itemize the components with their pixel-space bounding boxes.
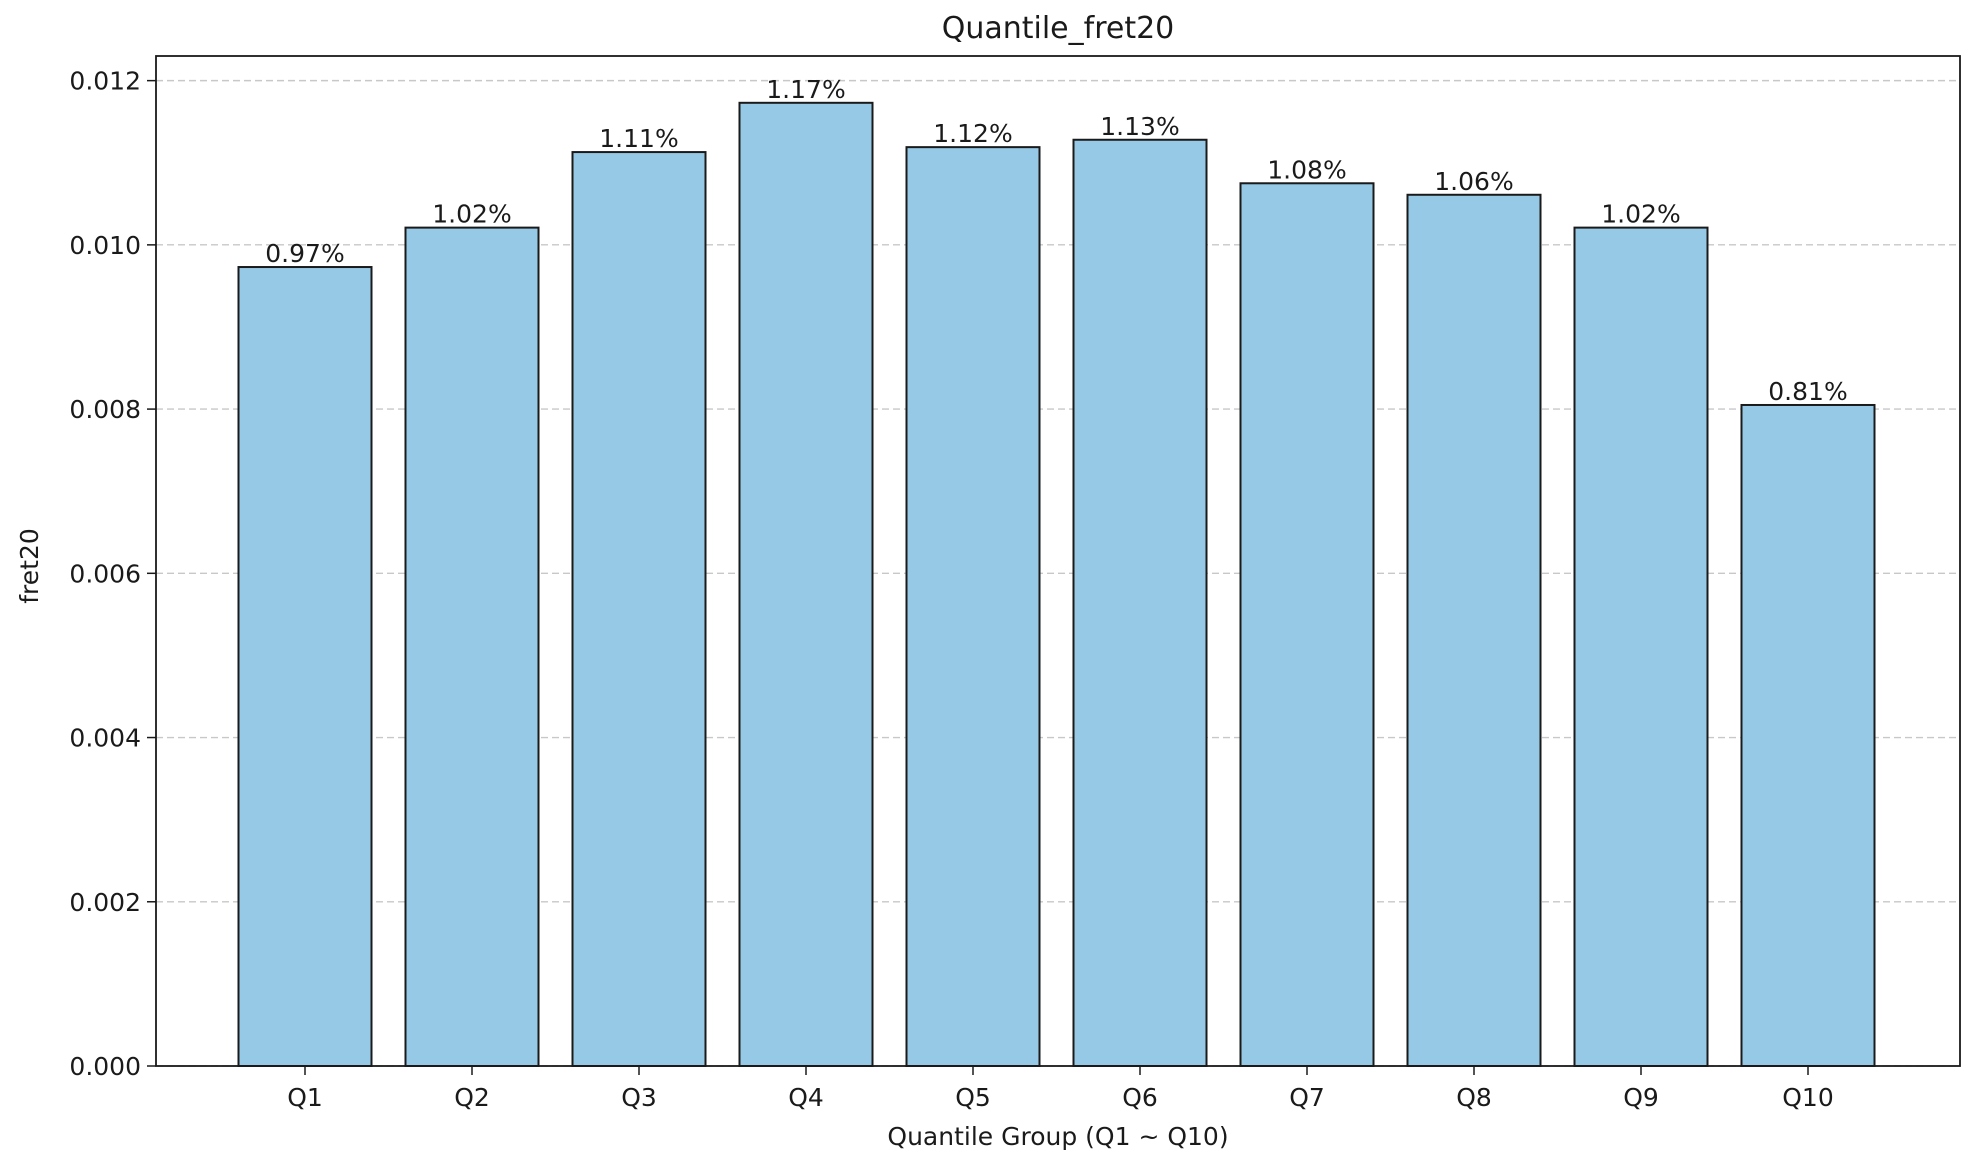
y-tick-label: 0.006 bbox=[69, 559, 141, 588]
bar-value-label: 0.97% bbox=[265, 239, 344, 268]
y-axis-title: fret20 bbox=[15, 528, 44, 604]
y-axis-ticks: 0.000 0.002 0.004 0.006 0.008 0.010 0.012 bbox=[69, 67, 156, 1081]
bar bbox=[404, 226, 540, 1068]
bar bbox=[738, 101, 874, 1068]
x-tick-label: Q6 bbox=[1122, 1083, 1158, 1112]
bar-value-label: 1.13% bbox=[1100, 112, 1179, 141]
y-tick-label: 0.002 bbox=[69, 888, 141, 917]
x-tick-label: Q7 bbox=[1289, 1083, 1325, 1112]
x-tick-label: Q9 bbox=[1623, 1083, 1659, 1112]
plot-frame bbox=[155, 55, 1961, 1067]
bar bbox=[1239, 182, 1375, 1067]
bar bbox=[1072, 138, 1208, 1067]
bar-value-label: 0.81% bbox=[1768, 377, 1847, 406]
x-axis-title: Quantile Group (Q1 ~ Q10) bbox=[887, 1122, 1228, 1151]
bar bbox=[905, 146, 1041, 1067]
bar-value-labels: 0.97% 1.02% 1.11% 1.17% 1.12% 1.13% 1.08% 1.06%… bbox=[265, 75, 1847, 406]
bar-value-label: 1.11% bbox=[599, 124, 678, 153]
bar bbox=[571, 151, 707, 1067]
bar-value-label: 1.17% bbox=[766, 75, 845, 104]
bar-value-label: 1.12% bbox=[933, 119, 1012, 148]
y-tick-label: 0.000 bbox=[69, 1052, 141, 1081]
bar bbox=[1406, 193, 1542, 1068]
x-tick-label: Q8 bbox=[1456, 1083, 1492, 1112]
bar bbox=[1740, 403, 1876, 1067]
bar bbox=[1573, 226, 1709, 1068]
chart-title: Quantile_fret20 bbox=[942, 11, 1175, 46]
x-tick-label: Q1 bbox=[287, 1083, 323, 1112]
bar-value-label: 1.02% bbox=[432, 200, 511, 229]
y-tick-label: 0.010 bbox=[69, 231, 141, 260]
bars bbox=[237, 101, 1876, 1068]
bar bbox=[237, 266, 373, 1067]
x-tick-label: Q4 bbox=[788, 1083, 824, 1112]
bar-value-label: 1.06% bbox=[1434, 167, 1513, 196]
y-tick-label: 0.012 bbox=[69, 67, 141, 96]
y-tick-label: 0.008 bbox=[69, 395, 141, 424]
x-tick-label: Q10 bbox=[1782, 1083, 1834, 1112]
axes bbox=[155, 55, 1961, 1067]
x-tick-label: Q5 bbox=[955, 1083, 991, 1112]
x-tick-label: Q3 bbox=[621, 1083, 657, 1112]
x-axis-ticks: Q1 Q2 Q3 Q4 Q5 Q6 Q7 Q8 Q9 Q10 bbox=[287, 1066, 1834, 1112]
x-tick-label: Q2 bbox=[454, 1083, 490, 1112]
bar-value-label: 1.08% bbox=[1267, 155, 1346, 184]
y-tick-label: 0.004 bbox=[69, 724, 141, 753]
bar-value-label: 1.02% bbox=[1601, 200, 1680, 229]
